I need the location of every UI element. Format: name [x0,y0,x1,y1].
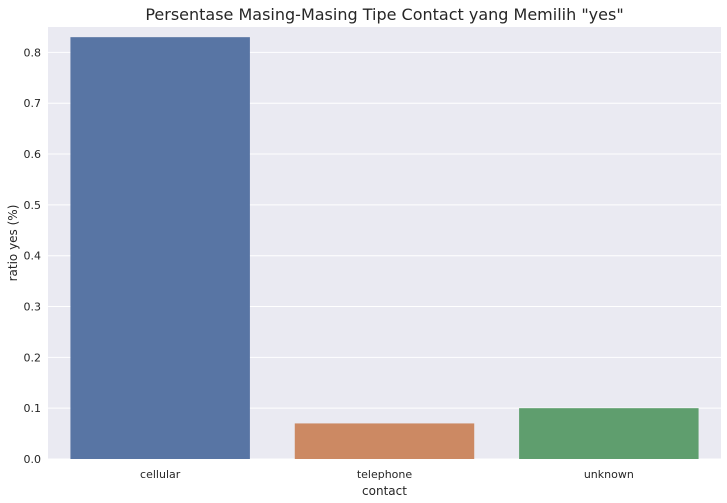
bar-telephone [294,423,475,459]
y-tick-label: 0.0 [24,453,42,466]
y-tick-label: 0.2 [24,351,42,364]
bar-cellular [70,37,250,460]
y-tick-label: 0.3 [24,301,42,314]
y-tick-label: 0.1 [24,402,42,415]
x-tick-label: cellular [140,468,181,481]
y-axis-ticks: 0.0 0.1 0.2 0.3 0.4 0.5 0.6 0.7 0.8 [24,46,42,466]
bar-unknown [519,408,699,459]
x-tick-label: telephone [357,468,413,481]
y-tick-label: 0.5 [24,199,42,212]
x-axis-ticks: cellular telephone unknown [140,468,634,481]
x-axis-label: contact [362,484,407,498]
y-tick-label: 0.4 [24,250,42,263]
y-tick-label: 0.8 [24,46,42,59]
x-tick-label: unknown [584,468,634,481]
y-axis-label: ratio yes (%) [6,205,20,282]
y-tick-label: 0.6 [24,148,42,161]
chart-title: Persentase Masing-Masing Tipe Contact ya… [145,5,623,24]
y-tick-label: 0.7 [24,97,42,110]
bars [70,37,699,460]
